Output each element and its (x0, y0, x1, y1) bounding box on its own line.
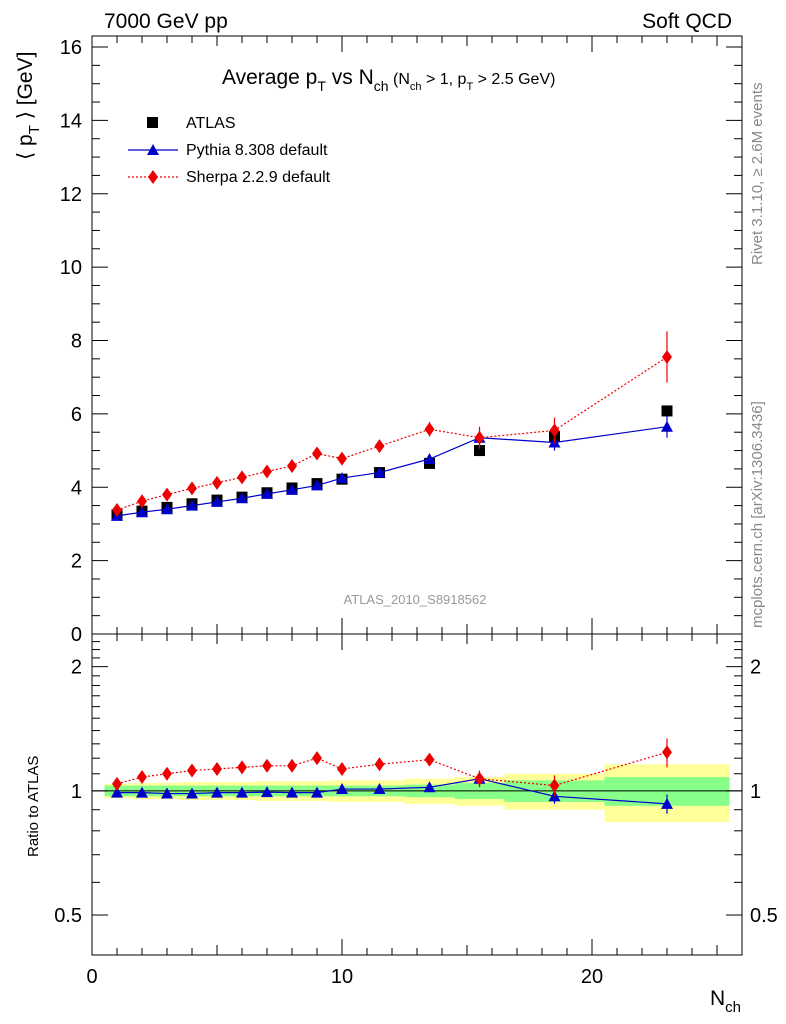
pythia-ratio-point (111, 786, 123, 798)
sherpa-ratio-point (337, 761, 347, 776)
x-tick-label: 20 (581, 966, 603, 988)
pythia-point (336, 472, 348, 484)
pythia-ratio-point (236, 786, 248, 798)
pythia-point (286, 483, 298, 495)
ratio-y-tick-label: 0.5 (54, 905, 82, 927)
series (111, 331, 673, 814)
pythia-ratio-point (423, 781, 436, 793)
main-y-tick-label: 4 (71, 477, 82, 499)
ratio-y-tick-label: 1 (71, 781, 82, 803)
pythia-point (311, 479, 323, 491)
sherpa-point (424, 422, 435, 437)
sherpa-ratio-point (137, 770, 147, 785)
sherpa-ratio-point (549, 778, 560, 793)
legend-label-pythia: Pythia 8.308 default (186, 142, 328, 159)
sherpa-ratio-point (112, 776, 122, 791)
sherpa-ratio-point (287, 758, 297, 773)
pythia-point (661, 420, 673, 432)
pythia-line (116, 426, 668, 517)
sherpa-point (662, 350, 672, 365)
pythia-ratio-point (261, 786, 273, 798)
main-y-tick-label: 16 (60, 37, 82, 59)
main-y-tick-label: 6 (71, 404, 82, 426)
legend: ATLAS Pythia 8.308 default Sherpa 2.2.9 … (128, 115, 331, 186)
sherpa-point (374, 439, 385, 454)
sherpa-ratio-point (187, 763, 197, 778)
pythia-ratio-point (336, 783, 348, 795)
analysis-watermark: ATLAS_2010_S8918562 (344, 592, 487, 607)
sherpa-point (112, 502, 122, 517)
sherpa-ratio-point (212, 761, 222, 776)
side-label-mcplots: mcplots.cern.ch [arXiv:1306.3436] (749, 401, 766, 628)
header-right: Soft QCD (642, 10, 732, 33)
pythia-point (236, 492, 248, 504)
pythia-ratio-point (286, 786, 298, 798)
x-tick-label: 10 (331, 966, 353, 988)
sherpa-point (212, 475, 222, 490)
legend-label-atlas: ATLAS (186, 115, 236, 132)
side-label-rivet: Rivet 3.1.10, ≥ 2.6M events (749, 83, 766, 266)
sherpa-point (237, 470, 247, 485)
sherpa-point (262, 464, 272, 479)
plot-title: Average pT vs Nch (Nch > 1, pT > 2.5 GeV… (222, 66, 555, 94)
sherpa-line (116, 356, 668, 511)
x-axis-label: Nch (710, 987, 741, 1016)
sherpa-point (162, 487, 172, 502)
sherpa-point (549, 423, 560, 438)
main-y-tick-label: 10 (60, 257, 82, 279)
pythia-point (186, 499, 198, 511)
sherpa-ratio-point (162, 766, 172, 781)
sherpa-point (187, 481, 197, 496)
sherpa-ratio-point (237, 760, 247, 775)
series-1 (111, 415, 673, 814)
main-y-axis-label: ⟨ pT ⟩ [GeV] (14, 52, 43, 160)
legend-marker-atlas (147, 117, 158, 128)
main-y-tick-label: 14 (60, 110, 82, 132)
pythia-ratio-point (373, 783, 386, 795)
pythia-ratio-point (186, 787, 198, 799)
pythia-ratio-point (136, 786, 148, 798)
sherpa-ratio-point (662, 745, 672, 760)
main-y-tick-label: 12 (60, 184, 82, 206)
legend-marker-pythia (147, 144, 159, 155)
ratio-y-tick-label: 2 (71, 657, 82, 679)
pythia-point (161, 503, 173, 515)
atlas-point (661, 405, 673, 417)
main-y-tick-label: 0 (71, 624, 82, 646)
pythia-ratio-point (661, 797, 673, 809)
pythia-ratio-point (211, 786, 223, 798)
main-y-tick-label: 8 (71, 331, 82, 353)
pythia-ratio-point (161, 787, 173, 799)
sherpa-ratio-point (312, 751, 322, 766)
series-0 (111, 405, 673, 521)
sherpa-ratio-point (474, 771, 485, 786)
sherpa-ratio-point (424, 752, 435, 767)
atlas-point (474, 445, 485, 457)
pythia-point (373, 466, 386, 478)
sherpa-ratio-point (374, 757, 385, 772)
pythia-ratio-point (311, 786, 323, 798)
sherpa-point (312, 446, 322, 461)
pythia-point (423, 453, 436, 465)
sherpa-point (287, 458, 297, 473)
ratio-y-axis-label: Ratio to ATLAS (25, 756, 42, 857)
sherpa-point (474, 430, 485, 445)
ratio-y-tick-label-right: 1 (750, 781, 761, 803)
ratio-y-tick-label-right: 2 (750, 657, 761, 679)
main-y-tick-label: 2 (71, 551, 82, 573)
sherpa-point (337, 451, 347, 466)
pythia-point (211, 495, 223, 507)
sherpa-point (137, 494, 147, 509)
ratio-y-tick-label-right: 0.5 (750, 905, 778, 927)
pythia-point (261, 487, 273, 499)
legend-marker-sherpa (148, 170, 158, 184)
legend-label-sherpa: Sherpa 2.2.9 default (186, 169, 331, 186)
x-tick-label: 0 (86, 966, 97, 988)
header-left: 7000 GeV pp (104, 10, 228, 33)
sherpa-ratio-point (262, 758, 272, 773)
pythia-point (136, 506, 148, 518)
series-2 (112, 331, 672, 797)
